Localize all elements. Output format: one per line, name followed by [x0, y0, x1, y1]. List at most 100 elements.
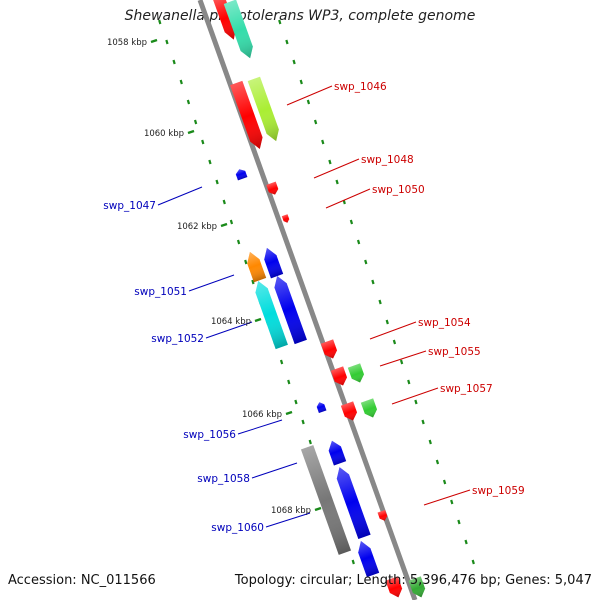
- right-tick: [442, 479, 447, 485]
- kbp-tick: [220, 222, 228, 228]
- gene-swp-1047: [235, 169, 248, 181]
- gene-blue-1052a: [264, 247, 284, 279]
- gene-swp-1054: [320, 339, 338, 359]
- gene-yellowgreen: [247, 76, 279, 142]
- label-leader: [325, 188, 371, 209]
- right-tick: [407, 379, 411, 385]
- right-tick: [349, 219, 354, 225]
- label-leader: [391, 387, 439, 405]
- gene-blue-1058a: [328, 440, 347, 466]
- gene-red-1055: [330, 366, 348, 386]
- gene-swp-1056: [316, 402, 327, 414]
- label-leader: [423, 489, 471, 506]
- label-leader: [205, 321, 253, 339]
- label-leader: [157, 186, 203, 206]
- left-tick: [201, 139, 205, 145]
- forward-gene-label: swp_1055: [428, 346, 481, 358]
- label-leader: [369, 321, 417, 340]
- kbp-tick: [150, 38, 158, 44]
- kbp-tick: [314, 506, 322, 512]
- kbp-label: 1068 kbp: [271, 506, 311, 516]
- gene-swp-1058: [336, 467, 371, 540]
- gene-swp-1050: [281, 214, 290, 223]
- label-leader: [286, 85, 333, 106]
- kbp-tick: [254, 317, 262, 323]
- forward-gene-label: swp_1046: [334, 81, 387, 93]
- left-tick: [294, 399, 298, 405]
- reverse-gene-label: swp_1058: [197, 473, 250, 485]
- right-tick: [313, 119, 318, 125]
- right-tick: [471, 559, 475, 565]
- kbp-label: 1058 kbp: [107, 38, 147, 48]
- left-tick: [251, 279, 255, 285]
- right-tick: [371, 279, 375, 285]
- left-tick: [229, 219, 234, 225]
- reverse-gene-label: swp_1051: [134, 286, 187, 298]
- left-tick: [179, 79, 183, 85]
- left-tick: [208, 159, 212, 165]
- reverse-gene-label: swp_1052: [151, 333, 204, 345]
- reverse-gene-label: swp_1060: [211, 522, 264, 534]
- right-tick: [299, 79, 303, 85]
- right-tick: [356, 239, 361, 245]
- kbp-tick: [285, 410, 293, 416]
- gene-swp-1046: [230, 80, 263, 149]
- accession-text: Accession: NC_011566: [8, 573, 156, 588]
- kbp-label: 1066 kbp: [242, 410, 282, 420]
- left-tick: [351, 559, 355, 565]
- right-tick: [421, 419, 425, 425]
- forward-gene-label: swp_1048: [361, 154, 414, 166]
- right-tick: [278, 19, 282, 25]
- label-leader: [251, 462, 298, 479]
- right-tick: [335, 179, 339, 185]
- right-tick: [428, 439, 432, 445]
- left-tick: [279, 359, 284, 365]
- left-tick: [301, 419, 305, 425]
- right-tick: [450, 499, 454, 505]
- forward-gene-label: swp_1054: [418, 317, 471, 329]
- left-tick: [287, 379, 291, 385]
- right-tick: [306, 99, 311, 105]
- map-title: Shewanella piezotolerans WP3, complete g…: [124, 8, 476, 24]
- label-leader: [265, 512, 311, 528]
- label-leader: [379, 350, 427, 367]
- gene-swp-1051: [247, 251, 267, 283]
- right-tick: [435, 459, 440, 465]
- kbp-tick: [187, 129, 195, 135]
- right-tick: [328, 159, 332, 165]
- right-tick: [364, 259, 368, 265]
- kbp-label: 1064 kbp: [211, 317, 251, 327]
- right-tick: [385, 319, 389, 325]
- forward-gene-label: swp_1050: [372, 184, 425, 196]
- gene-swp-1055: [347, 363, 365, 383]
- right-tick: [321, 139, 325, 145]
- kbp-label: 1062 kbp: [177, 222, 217, 232]
- reverse-gene-label: swp_1056: [183, 429, 236, 441]
- gene-swp-1060: [358, 541, 380, 578]
- left-tick: [215, 179, 219, 185]
- forward-gene-label: swp_1059: [472, 485, 525, 497]
- reverse-gene-label: swp_1047: [103, 200, 156, 212]
- gene-swp-1057: [360, 398, 378, 418]
- label-leader: [188, 274, 235, 292]
- gene-labels: swp_1046 swp_1048 swp_1050 swp_1054 swp_1055…: [103, 81, 524, 534]
- gene-teal-top: [223, 0, 253, 59]
- right-tick: [285, 39, 289, 45]
- left-tick: [193, 119, 198, 125]
- label-leader: [313, 158, 360, 179]
- gene-blue-1052b: [274, 276, 307, 345]
- kbp-labels: 1058 kbp 1060 kbp 1062 kbp 1064 kbp 1066 kbp…: [107, 38, 322, 516]
- left-tick: [172, 59, 176, 65]
- topology-summary: Topology: circular; Length: 5,396,476 bp…: [234, 573, 592, 588]
- gene-red-1057: [340, 401, 358, 421]
- right-tick: [378, 299, 382, 305]
- left-tick: [186, 99, 191, 105]
- label-leader: [237, 419, 283, 435]
- gene-red-bottom: [385, 576, 403, 598]
- right-tick: [292, 59, 296, 65]
- right-tick: [464, 539, 468, 545]
- right-tick: [399, 359, 404, 365]
- left-tick: [158, 19, 162, 25]
- left-tick: [244, 259, 248, 265]
